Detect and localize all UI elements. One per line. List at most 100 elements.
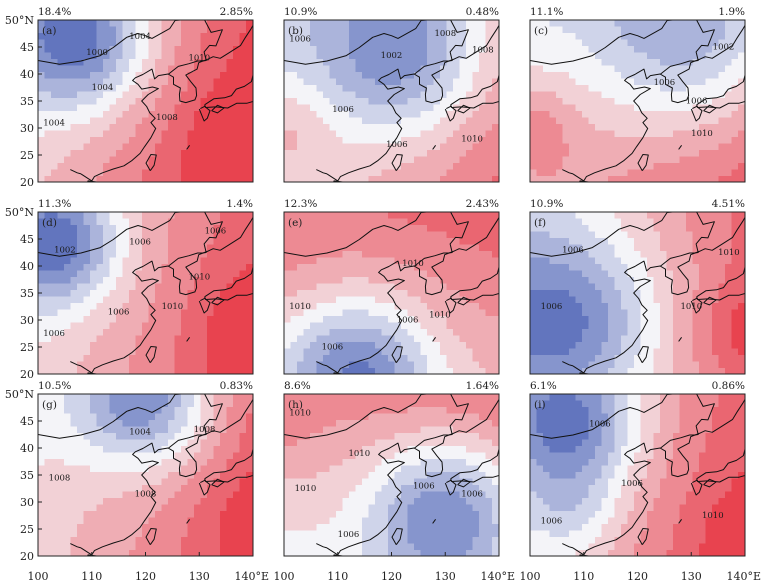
pressure-cell [582,169,589,177]
pressure-cell [686,264,693,271]
pressure-cell [660,368,667,374]
pressure-cell [673,225,680,232]
pressure-cell [64,52,71,60]
pressure-cell [427,257,434,265]
pressure-cell [653,225,661,232]
pressure-cell [614,264,622,271]
pressure-cell [57,355,65,362]
pressure-cell [122,257,130,265]
pressure-cell [640,137,648,144]
pressure-cell [536,218,544,226]
pressure-cell [731,59,739,66]
pressure-cell [588,355,596,362]
pressure-cell [549,176,557,182]
pressure-cell [129,137,136,144]
pressure-cell [96,335,104,343]
pressure-cell [310,46,317,53]
pressure-cell [420,309,428,317]
pressure-cell [290,218,298,226]
pressure-cell [692,169,700,177]
pressure-cell [213,270,221,278]
pressure-cell [453,176,460,182]
pressure-cell [549,361,557,369]
pressure-cell [472,303,480,310]
pressure-cell [220,91,227,99]
pressure-cell [472,78,480,86]
pressure-cell [686,150,693,157]
pressure-cell [116,117,123,125]
pressure-cell [233,348,240,356]
pressure-cell [401,335,408,343]
pressure-cell [614,231,622,239]
pressure-cell [582,124,589,131]
pressure-cell [207,150,214,157]
pressure-cell [70,169,78,177]
pressure-cell [575,156,583,164]
pressure-cell [588,303,596,310]
pressure-cell [220,212,227,219]
pressure-cell [479,33,486,40]
pressure-cell [368,348,376,356]
pressure-cell [647,303,654,310]
pressure-cell [556,231,563,239]
pressure-cell [284,91,291,99]
pressure-cell [543,176,550,182]
pressure-cell [77,296,84,304]
pressure-cell [310,355,317,362]
pressure-cell [96,361,104,369]
pressure-cell [666,283,674,291]
pressure-cell [103,257,110,265]
pressure-cell [135,137,143,144]
pressure-cell [479,52,486,60]
pressure-cell [608,329,615,336]
pressure-cell [355,156,363,164]
pressure-cell [239,59,247,66]
pressure-cell [355,225,363,232]
pressure-cell [142,264,149,271]
pressure-cell [536,342,544,349]
pressure-cell [608,342,615,349]
pressure-cell [375,257,382,265]
pressure-cell [168,225,175,232]
pressure-cell [342,98,350,105]
pressure-cell [226,329,234,336]
pressure-cell [401,342,408,349]
pressure-cell [355,124,363,131]
pressure-cell [595,309,602,317]
pressure-cell [194,238,201,245]
pressure-cell [440,137,447,144]
pressure-cell [181,309,188,317]
pressure-cell [705,26,713,34]
pressure-cell [252,176,253,182]
pressure-cell [239,72,247,79]
pressure-cell [588,85,596,92]
pressure-cell [103,218,110,226]
pressure-cell [161,124,169,131]
coast-line [448,20,469,62]
pressure-cell [174,296,182,304]
pressure-cell [453,329,460,336]
pressure-cell [70,264,78,271]
pressure-cell [453,46,460,53]
pressure-cell [381,251,389,258]
pressure-cell [38,264,45,271]
pressure-cell [673,98,680,105]
pressure-cell [433,303,441,310]
pressure-cell [174,238,182,245]
pressure-cell [38,212,45,219]
pressure-cell [601,52,609,60]
pressure-cell [148,316,156,323]
pressure-cell [83,59,91,66]
pressure-cell [472,290,480,297]
pressure-cell [187,26,195,34]
pressure-cell [233,322,240,330]
pressure-cell [569,322,576,330]
pressure-cell [601,244,609,252]
pressure-cell [226,20,234,27]
pressure-cell [388,59,395,66]
contour-label: 1006 [654,78,676,88]
pressure-cell [601,137,609,144]
pressure-cell [459,156,467,164]
pressure-cell [731,137,739,144]
pressure-cell [161,368,169,374]
